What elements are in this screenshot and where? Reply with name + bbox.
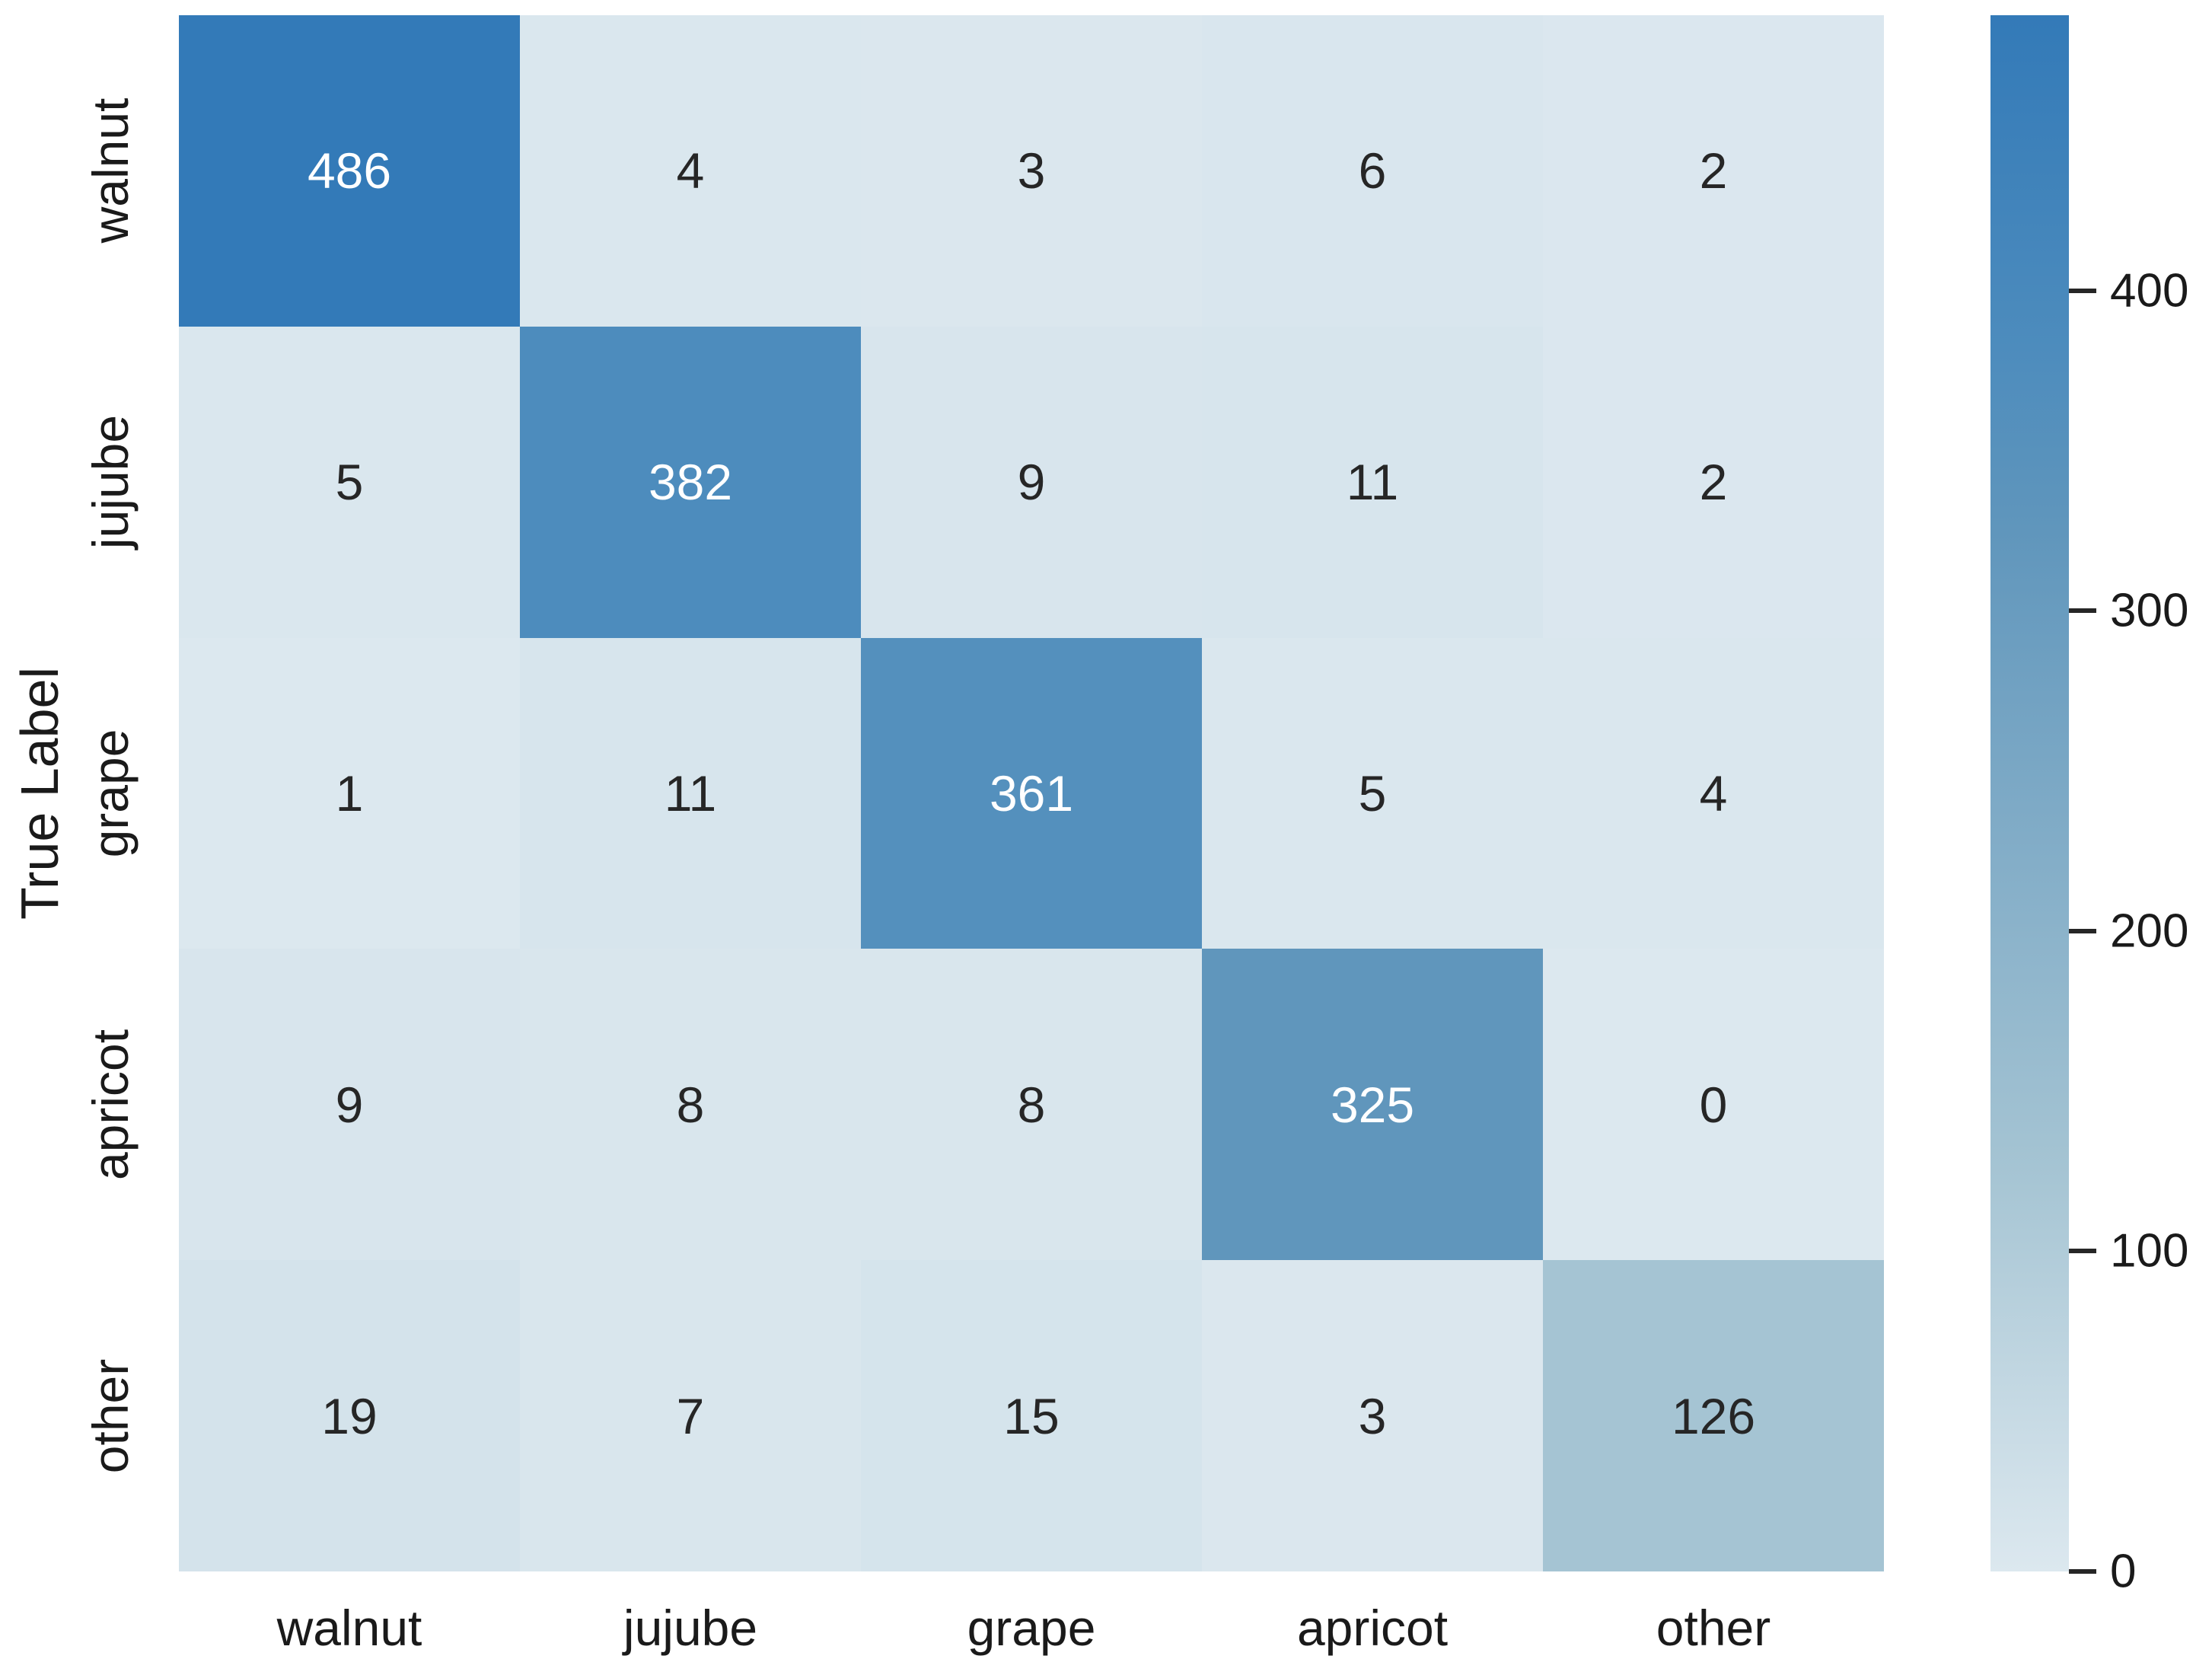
- x-tick-label: jujube: [623, 1600, 758, 1656]
- cell-value: 1: [335, 764, 364, 822]
- cell-value: 2: [1699, 454, 1728, 511]
- heatmap-cell: 6: [1202, 15, 1543, 327]
- cell-value: 8: [1017, 1076, 1046, 1133]
- cell-value: 8: [676, 1076, 705, 1133]
- cell-value: 9: [335, 1076, 364, 1133]
- x-tick-label: grape: [967, 1600, 1096, 1656]
- cell-value: 0: [1699, 1076, 1728, 1133]
- y-tick-label: jujube: [82, 415, 139, 550]
- heatmap-cell: 8: [861, 949, 1202, 1261]
- heatmap-cell: 11: [520, 637, 861, 949]
- cell-value: 361: [989, 764, 1074, 822]
- heatmap-cell: 4: [520, 15, 861, 327]
- heatmap-cell: 5: [179, 326, 520, 638]
- heatmap-cell: 325: [1202, 949, 1543, 1261]
- cell-value: 126: [1671, 1387, 1756, 1444]
- cell-value: 11: [1346, 454, 1399, 511]
- cell-value: 6: [1358, 142, 1387, 199]
- cell-value: 15: [1003, 1387, 1060, 1444]
- heatmap-cell: 126: [1543, 1260, 1884, 1571]
- y-tick-label: grape: [82, 729, 139, 858]
- heatmap-cell: 2: [1543, 326, 1884, 638]
- y-tick-label: walnut: [82, 98, 139, 244]
- heatmap-cell: 3: [1202, 1260, 1543, 1571]
- cell-value: 382: [648, 454, 733, 511]
- cell-value: 7: [676, 1387, 705, 1444]
- x-tick-label: other: [1656, 1600, 1771, 1656]
- cell-value: 4: [1699, 764, 1728, 822]
- cell-value: 325: [1330, 1076, 1415, 1133]
- cell-value: 4: [676, 142, 705, 199]
- heatmap-cell: 3: [861, 15, 1202, 327]
- colorbar-tick-label: 100: [2110, 1224, 2189, 1278]
- colorbar-tick-mark: [2069, 288, 2096, 293]
- heatmap-cell: 486: [179, 15, 520, 327]
- cell-value: 5: [1358, 764, 1387, 822]
- cell-value: 2: [1699, 142, 1728, 199]
- heatmap-cell: 1: [179, 637, 520, 949]
- heatmap-cell: 0: [1543, 949, 1884, 1261]
- cell-value: 19: [321, 1387, 378, 1444]
- heatmap-cell: 19: [179, 1260, 520, 1571]
- heatmap-cell: 15: [861, 1260, 1202, 1571]
- y-tick-label: apricot: [82, 1029, 139, 1180]
- cell-value: 3: [1017, 142, 1046, 199]
- y-tick-label: other: [82, 1358, 139, 1473]
- heatmap-cell: 4: [1543, 637, 1884, 949]
- colorbar-tick-mark: [2069, 608, 2096, 614]
- cell-value: 9: [1017, 454, 1046, 511]
- cell-value: 5: [335, 454, 364, 511]
- heatmap-cell: 8: [520, 949, 861, 1261]
- colorbar-tick-label: 400: [2110, 264, 2189, 317]
- colorbar-tick-mark: [2069, 1569, 2096, 1574]
- x-tick-label: apricot: [1296, 1600, 1449, 1656]
- colorbar-tick-mark: [2069, 1249, 2096, 1254]
- colorbar-tick-label: 300: [2110, 584, 2189, 637]
- cell-value: 486: [307, 142, 392, 199]
- heatmap-cell: 382: [520, 326, 861, 638]
- x-tick-label: walnut: [276, 1600, 422, 1656]
- heatmap-cell: 9: [861, 326, 1202, 638]
- heatmap-cell: 7: [520, 1260, 861, 1571]
- heatmap-cell: 9: [179, 949, 520, 1261]
- colorbar: [1990, 15, 2069, 1571]
- cell-value: 3: [1358, 1387, 1387, 1444]
- heatmap-cell: 11: [1202, 326, 1543, 638]
- colorbar-tick-mark: [2069, 928, 2096, 933]
- heatmap-cell: 5: [1202, 637, 1543, 949]
- colorbar-tick-label: 200: [2110, 904, 2189, 958]
- heatmap-cell: 2: [1543, 15, 1884, 327]
- colorbar-tick-label: 0: [2110, 1545, 2137, 1598]
- y-axis-title: True Label: [10, 666, 69, 920]
- cell-value: 11: [664, 764, 717, 822]
- heatmap-cell: 361: [861, 637, 1202, 949]
- heatmap-grid: 486 4 3 6 2 5 382 9 11 2 1 11 361 5 4 9 8 8 325 0 19 7 15 3 126: [179, 15, 1884, 1571]
